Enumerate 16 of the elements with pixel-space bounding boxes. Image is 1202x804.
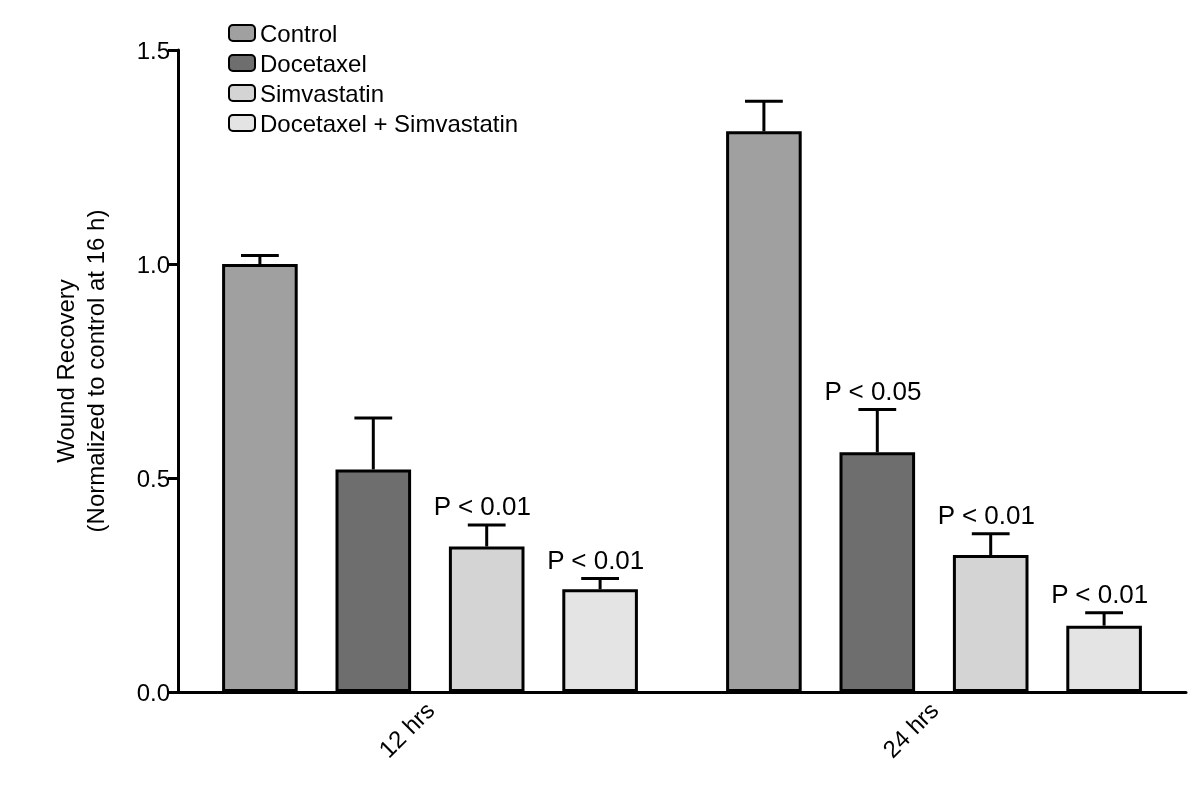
- annotation: P < 0.01: [937, 499, 1035, 530]
- annotation: P < 0.01: [1051, 578, 1149, 609]
- x-tick-label: 12 hrs: [373, 696, 440, 763]
- x-tick-label: 24 hrs: [877, 696, 944, 763]
- y-tick-label: 1.5: [136, 36, 170, 64]
- legend-label: Simvastatin: [260, 79, 385, 107]
- legend-label: Docetaxel + Simvastatin: [260, 109, 519, 137]
- legend-label: Docetaxel: [260, 49, 367, 77]
- y-tick-label: 0.0: [136, 678, 170, 706]
- legend-label: Control: [260, 19, 338, 47]
- y-tick-label: 0.5: [136, 464, 170, 492]
- y-tick-label: 1.0: [136, 250, 170, 278]
- annotation: P < 0.01: [547, 544, 645, 575]
- y-axis-title: Wound Recovery (Normalized to control at 16 h): [51, 209, 109, 533]
- annotation: P < 0.05: [824, 375, 922, 406]
- annotation: P < 0.01: [433, 491, 531, 522]
